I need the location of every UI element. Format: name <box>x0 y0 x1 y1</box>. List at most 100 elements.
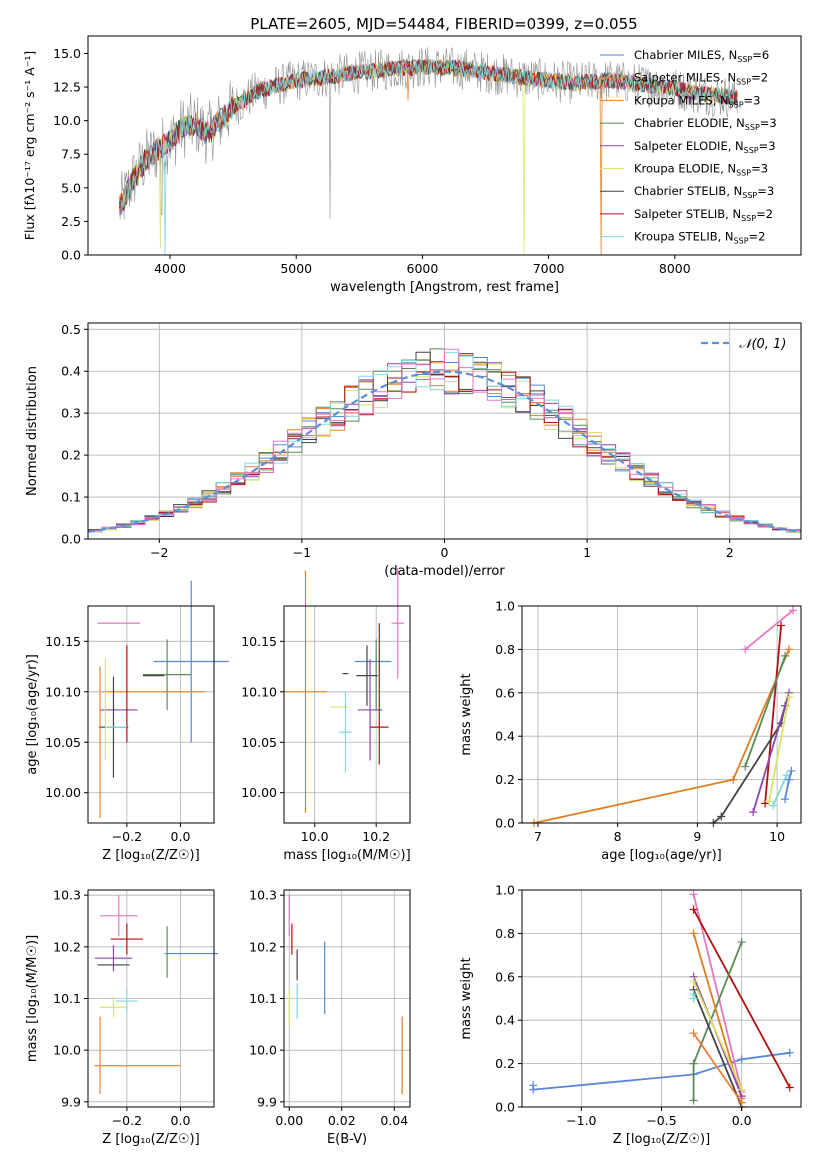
y-tick-label: 10.15 <box>45 634 81 649</box>
weight-marker <box>769 801 778 810</box>
y-tick-label: 0.4 <box>495 1013 515 1028</box>
axes-frame <box>283 605 411 824</box>
weight-marker <box>737 1085 746 1094</box>
x-axis-label: mass [log₁₀(M/M☉)] <box>283 848 410 863</box>
y-axis-label: mass [log₁₀(M/M☉)] <box>25 935 40 1062</box>
weight-marker <box>787 766 796 775</box>
x-tick-label: 9 <box>693 829 701 844</box>
y-tick-label: 10.1 <box>249 991 277 1006</box>
y-tick-label: 10.15 <box>241 634 277 649</box>
x-tick-label: 0.02 <box>328 1113 356 1128</box>
weight-marker <box>689 977 698 986</box>
weight-line-pink <box>692 894 743 1093</box>
x-tick-label: −0.2 <box>112 829 142 844</box>
y-tick-label: 0.2 <box>61 448 81 463</box>
weight-marker <box>785 693 794 702</box>
weight-marker <box>689 1029 698 1038</box>
weight-marker <box>689 1096 698 1105</box>
age-vs-metallicity-panel: −0.2 0.0 10.00 10.05 10.10 10.15 Z [log₁₀(Z/Z☉… <box>25 580 229 863</box>
spectrum-line-kroupa_stelib <box>119 57 738 256</box>
y-tick-label: 2.5 <box>61 214 81 229</box>
axes-frame <box>521 605 802 824</box>
weight-marker <box>689 929 698 938</box>
weight-line-kroupa_elodie <box>692 980 743 1090</box>
x-tick-label: 0.00 <box>275 1113 303 1128</box>
normal-curve <box>87 370 802 533</box>
legend-label: Chabrier ELODIE, NSSP=3 <box>634 116 777 132</box>
y-tick-label: 10.2 <box>249 939 277 954</box>
y-tick-label: 0.0 <box>495 816 515 831</box>
weight-marker <box>785 1048 794 1057</box>
y-tick-label: 1.0 <box>495 599 515 614</box>
x-tick-label: 6000 <box>407 261 439 276</box>
y-tick-label: 0.5 <box>61 322 81 337</box>
legend-label: Salpeter STELIB, NSSP=2 <box>634 207 773 223</box>
x-tick-label: 0.0 <box>732 1113 752 1128</box>
mass-weight-vs-age-panel: 7 8 9 10 0.0 0.2 0.4 0.6 0.8 1.0 age [log₁₀(age/yr… <box>459 599 802 863</box>
y-tick-label: 0.0 <box>61 532 81 547</box>
y-tick-label: 10.05 <box>241 735 277 750</box>
y-tick-label: 10.0 <box>53 1043 81 1058</box>
x-axis-label: (data-model)/error <box>384 564 505 579</box>
weight-marker <box>689 905 698 914</box>
weight-marker <box>689 890 698 899</box>
y-tick-label: 0.2 <box>495 1056 515 1071</box>
x-tick-label: −0.2 <box>112 1113 142 1128</box>
weight-marker <box>749 808 758 817</box>
y-tick-label: 9.9 <box>61 1094 81 1109</box>
weight-marker <box>737 1098 746 1107</box>
x-tick-label: −1.0 <box>566 1113 596 1128</box>
weight-line-salpeter_stelib <box>692 909 791 1088</box>
weight-marker <box>741 645 750 654</box>
legend-label: Chabrier STELIB, NSSP=3 <box>634 184 774 200</box>
weight-line-salpeter_stelib <box>764 625 782 804</box>
weight-line-kroupa_stelib <box>772 774 788 806</box>
x-tick-label: −0.5 <box>646 1113 676 1128</box>
legend-label: 𝒩(0, 1) <box>739 337 786 352</box>
y-tick-label: 12.5 <box>53 80 81 95</box>
weight-marker <box>689 994 698 1003</box>
weight-marker <box>717 812 726 821</box>
age-vs-mass-panel: 10.0 10.2 10.00 10.05 10.10 10.15 mass [log₁₀(… <box>241 567 411 863</box>
y-tick-label: 10.3 <box>53 888 81 903</box>
legend-label: Chabrier MILES, NSSP=6 <box>634 48 769 64</box>
x-axis-label: wavelength [Angstrom, rest frame] <box>330 280 559 295</box>
y-tick-label: 0.0 <box>495 1100 515 1115</box>
x-tick-label: 0 <box>441 545 449 560</box>
x-tick-label: 8000 <box>659 261 691 276</box>
y-tick-label: 0.6 <box>495 685 515 700</box>
y-tick-label: 0.0 <box>61 248 81 263</box>
histogram-pink <box>88 348 801 532</box>
y-tick-label: 7.5 <box>61 147 81 162</box>
spectrum-line-chabrier_stelib <box>119 59 738 211</box>
mass-weight-vs-metallicity-panel: −1.0 −0.5 0.0 0.0 0.2 0.4 0.6 0.8 1.0 Z [log₁₀(Z/… <box>459 883 802 1147</box>
y-tick-label: 10.00 <box>241 785 277 800</box>
x-tick-label: 10.0 <box>301 829 329 844</box>
axes-frame <box>87 605 215 824</box>
figure-title: PLATE=2605, MJD=54484, FIBERID=0399, z=0… <box>250 15 637 33</box>
x-tick-label: −1 <box>293 545 311 560</box>
legend-label: Kroupa MILES, NSSP=3 <box>634 93 760 109</box>
x-axis-label: age [log₁₀(age/yr)] <box>601 848 722 863</box>
y-tick-label: 0.4 <box>61 364 81 379</box>
y-tick-label: 10.3 <box>249 888 277 903</box>
weight-marker <box>729 775 738 784</box>
weight-marker <box>785 645 794 654</box>
y-tick-label: 0.8 <box>495 642 515 657</box>
y-tick-label: 10.05 <box>45 735 81 750</box>
y-tick-label: 10.0 <box>249 1043 277 1058</box>
weight-marker <box>737 938 746 947</box>
x-tick-label: 2 <box>726 545 734 560</box>
y-tick-label: 1.0 <box>495 883 515 898</box>
x-tick-label: 7000 <box>533 261 565 276</box>
weight-marker <box>785 1083 794 1092</box>
y-tick-label: 0.6 <box>495 969 515 984</box>
spectrum-line-data_gray <box>119 47 738 220</box>
weight-marker <box>777 621 786 630</box>
y-tick-label: 0.1 <box>61 490 81 505</box>
weight-line-salpeter_elodie <box>752 692 790 813</box>
y-tick-label: 5.0 <box>61 180 81 195</box>
residual-histogram-panel: −2 −1 0 1 2 0.0 0.1 0.2 0.3 0.4 0.5 (data-model)/er… <box>25 322 802 579</box>
y-axis-label: Normed distribution <box>25 366 40 496</box>
x-tick-label: −2 <box>150 545 168 560</box>
